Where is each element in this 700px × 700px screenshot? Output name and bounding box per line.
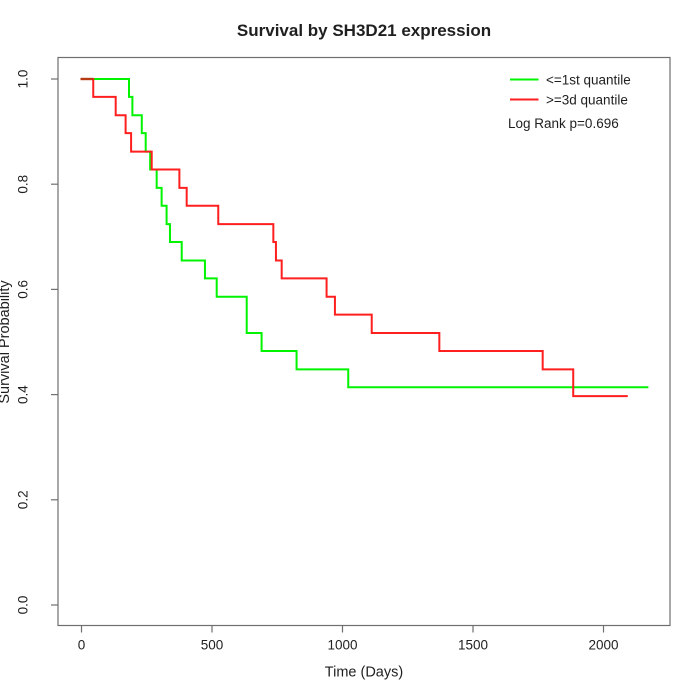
plot-title: Survival by SH3D21 expression	[237, 21, 491, 40]
x-axis-label: Time (Days)	[325, 665, 403, 681]
axes-ticks: 0 500 1000 1500 2000 0.0 0.2 0.4 0.6 0.8 1.0	[16, 70, 619, 653]
x-axis-tick-label: 500	[201, 638, 224, 653]
y-axis-tick-label: 0.8	[16, 175, 31, 194]
y-axis-label: Survival Probability	[0, 280, 13, 404]
log-rank-annotation: Log Rank p=0.696	[508, 116, 619, 131]
x-axis-tick-label: 2000	[588, 638, 618, 653]
x-axis-tick-label: 0	[78, 638, 86, 653]
x-axis-tick-label: 1500	[458, 638, 488, 653]
plot-box	[57, 56, 671, 627]
km-curve-low-expression	[81, 78, 649, 389]
y-axis-tick-label: 0.0	[16, 596, 31, 615]
x-axis-tick-label: 1000	[327, 638, 357, 653]
legend-label-low-expression: <=1st quantile	[546, 73, 631, 88]
y-axis-tick-label: 0.4	[16, 385, 31, 404]
legend-label-high-expression: >=3d quantile	[546, 93, 628, 108]
y-axis-tick-label: 0.6	[16, 280, 31, 299]
legend: <=1st quantile >=3d quantile Log Rank p=…	[508, 73, 631, 132]
y-axis-tick-label: 1.0	[16, 70, 31, 89]
y-axis-tick-label: 0.2	[16, 490, 31, 509]
curves-layer	[80, 77, 649, 398]
km-curve-high-expression	[81, 78, 628, 398]
